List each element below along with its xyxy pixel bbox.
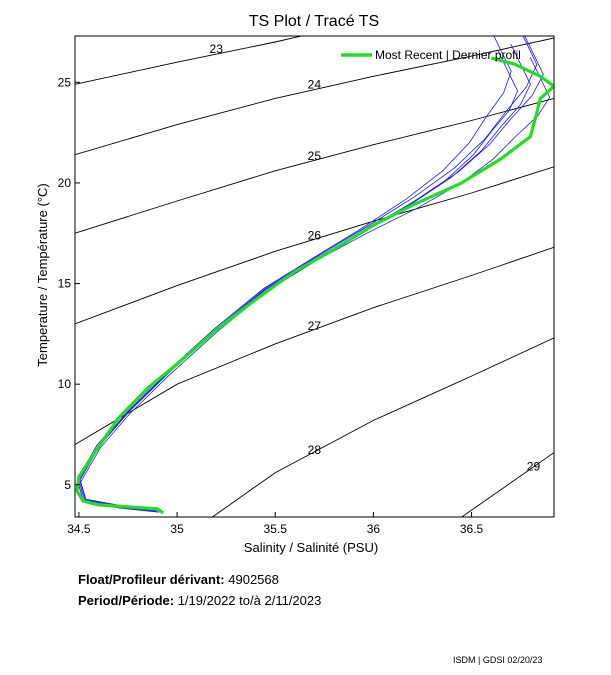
density-contour-label: 26 <box>308 228 322 242</box>
float-value: 4902568 <box>228 572 279 587</box>
density-contour-label: 29 <box>527 460 541 474</box>
y-tick-label: 10 <box>58 377 72 391</box>
historical-profiles <box>76 36 551 513</box>
density-contour-label: 25 <box>308 149 322 163</box>
y-tick-label: 15 <box>58 277 72 291</box>
period-start: 1/19/2022 <box>177 593 236 608</box>
x-axis-label: Salinity / Salinité (PSU) <box>244 540 378 555</box>
density-contour-29 <box>461 452 554 517</box>
density-contour-label: 23 <box>210 42 224 56</box>
footer-credit: ISDM | GDSI 02/20/23 <box>453 655 543 665</box>
y-tick-label: 25 <box>58 75 72 89</box>
density-contour-label: 28 <box>308 443 322 457</box>
historical-profile-line <box>77 50 519 512</box>
x-tick-label: 34.5 <box>67 522 91 536</box>
recent-profile <box>75 56 554 515</box>
density-contours <box>75 36 554 517</box>
x-tick-label: 35 <box>170 522 184 536</box>
x-axis-ticks: 34.5 35 35.5 36 36.5 <box>67 512 484 536</box>
density-contour-24 <box>75 37 554 156</box>
density-contour-labels: 23 24 25 26 27 28 29 <box>210 42 541 474</box>
historical-profile-line <box>78 43 531 512</box>
density-contour-27 <box>75 246 554 445</box>
density-contour-label: 27 <box>308 319 322 333</box>
density-contour-28 <box>212 337 554 517</box>
x-tick-label: 35.5 <box>264 522 288 536</box>
period-separator: to/à <box>239 593 261 608</box>
density-contour-26 <box>75 166 554 325</box>
period-end: 2/11/2023 <box>264 593 322 608</box>
legend-label: Most Recent | Dernier profil <box>375 48 521 62</box>
x-tick-label: 36.5 <box>460 522 484 536</box>
x-tick-label: 36 <box>367 522 381 536</box>
legend: Most Recent | Dernier profil <box>341 48 521 62</box>
y-axis-label: Temperature / Température (°C) <box>35 183 50 366</box>
y-tick-label: 5 <box>64 478 71 492</box>
float-info: Float/Profileur dérivant: 4902568 <box>78 572 279 587</box>
density-contour-25 <box>75 97 554 234</box>
recent-profile-line <box>75 56 554 515</box>
float-label: Float/Profileur dérivant: <box>78 572 225 587</box>
period-info: Period/Période: 1/19/2022 to/à 2/11/2023 <box>78 593 321 608</box>
historical-profile-line <box>79 36 544 511</box>
density-contour-label: 24 <box>308 78 322 92</box>
y-tick-label: 20 <box>58 176 72 190</box>
density-contour-23 <box>75 36 304 85</box>
historical-profile-line <box>79 36 538 510</box>
chart-title: TS Plot / Tracé TS <box>249 13 379 30</box>
plot-frame <box>74 35 555 518</box>
period-label: Period/Période: <box>78 593 175 608</box>
y-axis-ticks: 5 10 15 20 25 <box>58 75 80 492</box>
